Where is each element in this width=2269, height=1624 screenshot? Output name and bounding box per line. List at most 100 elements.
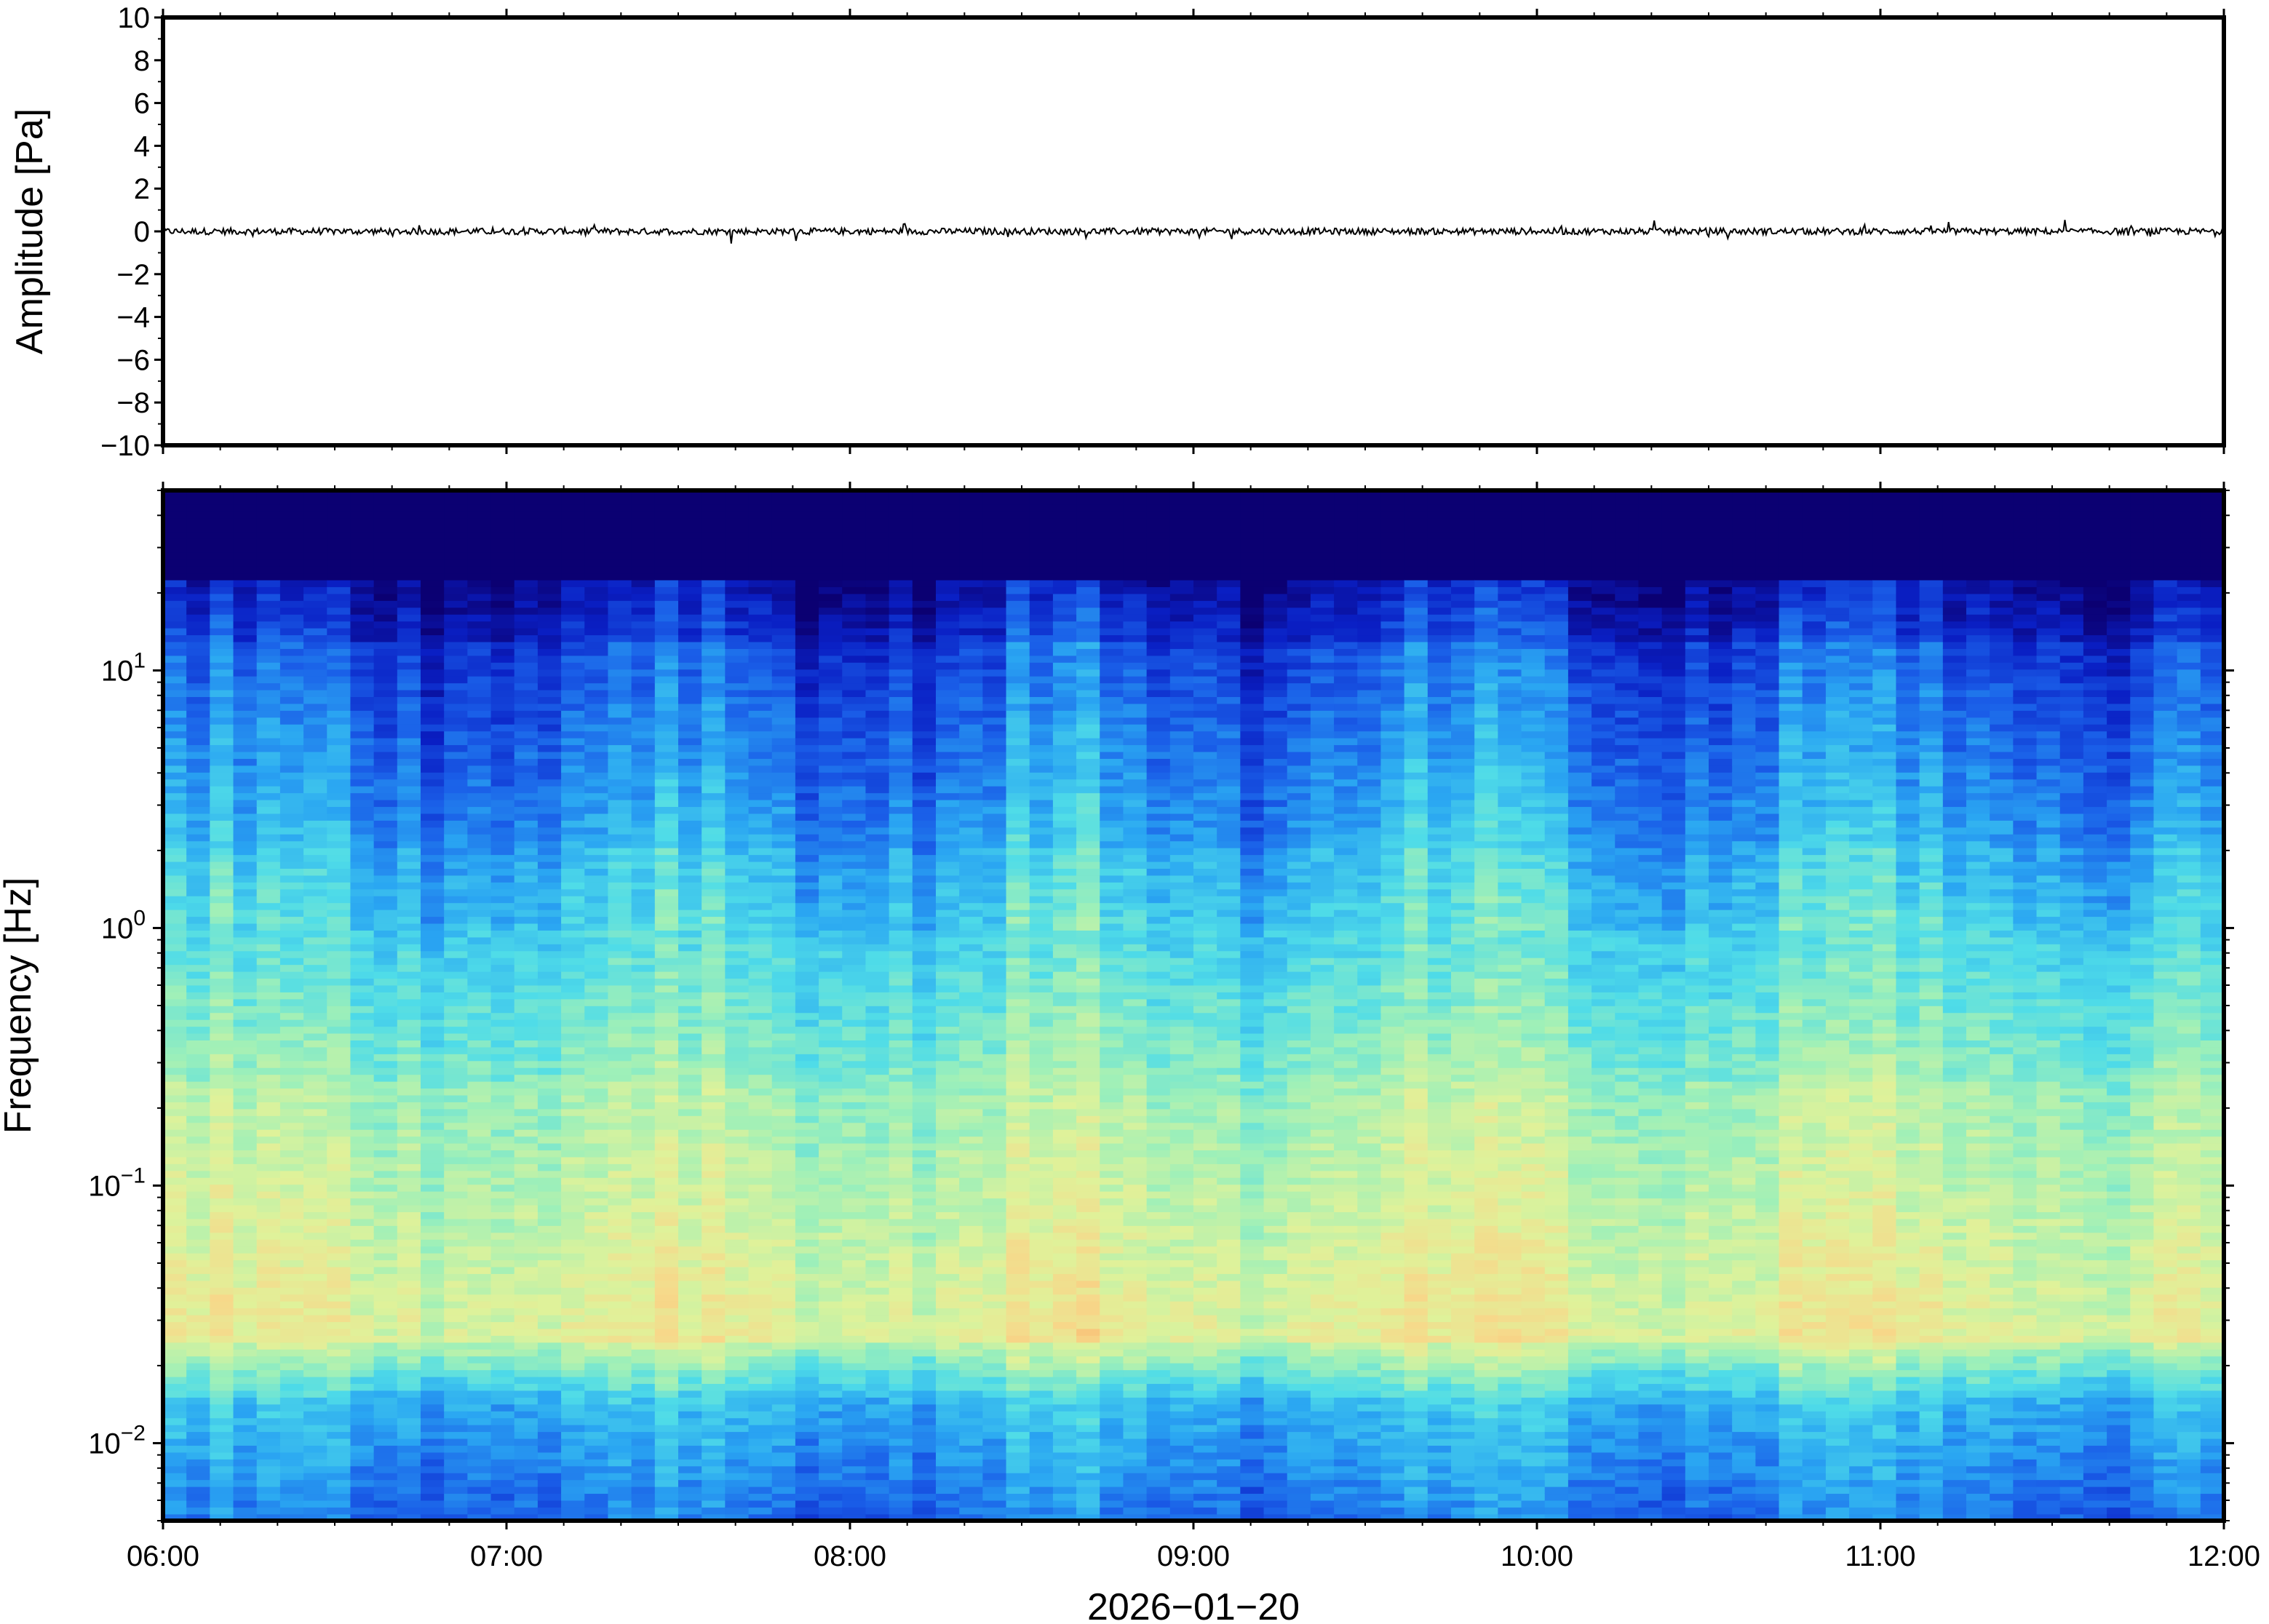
- spectrogram-cell: [186, 545, 211, 553]
- spectrogram-cell: [163, 1108, 187, 1116]
- spectrogram-cell: [327, 930, 351, 938]
- spectrogram-cell: [467, 964, 492, 972]
- spectrogram-cell: [725, 1238, 750, 1247]
- spectrogram-cell: [373, 573, 398, 581]
- spectrogram-cell: [233, 1252, 258, 1261]
- spectrogram-cell: [865, 957, 890, 966]
- spectrogram-cell: [350, 1424, 375, 1433]
- spectrogram-cell: [397, 1424, 421, 1433]
- spectrogram-cell: [350, 868, 375, 876]
- spectrogram-cell: [678, 827, 702, 835]
- spectrogram-cell: [163, 1088, 187, 1096]
- spectrogram-cell: [514, 538, 539, 546]
- spectrogram-cell: [327, 490, 351, 498]
- spectrogram-cell: [725, 1170, 750, 1178]
- spectrogram-cell: [303, 503, 328, 512]
- spectrogram-cell: [467, 1342, 492, 1350]
- spectrogram-cell: [163, 593, 187, 601]
- spectrogram-cell: [561, 552, 586, 560]
- spectrogram-cell: [561, 1417, 586, 1425]
- spectrogram-cell: [865, 1198, 890, 1206]
- spectrogram-cell: [327, 847, 351, 856]
- spectrogram-cell: [373, 916, 398, 924]
- spectrogram-cell: [163, 1513, 187, 1521]
- spectrogram-cell: [678, 1335, 702, 1343]
- spectrogram-cell: [771, 1362, 796, 1371]
- spectrogram-cell: [303, 511, 328, 519]
- spectrogram-cell: [631, 710, 656, 718]
- spectrogram-cell: [350, 1040, 375, 1048]
- spectrogram-cell: [163, 1177, 187, 1185]
- spectrogram-cell: [397, 1500, 421, 1508]
- spectrogram-cell: [421, 1108, 445, 1116]
- spectrogram-cell: [256, 1238, 281, 1247]
- spectrogram-cell: [748, 1369, 773, 1377]
- spectrogram-cell: [327, 1074, 351, 1082]
- spectrogram-cell: [467, 600, 492, 608]
- spectrogram-cell: [256, 531, 281, 539]
- spectrogram-cell: [795, 1424, 819, 1433]
- spectrogram-cell: [327, 1287, 351, 1295]
- spectrogram-cell: [865, 621, 890, 629]
- spectrogram-cell: [233, 1321, 258, 1329]
- spectrogram-cell: [163, 1129, 187, 1137]
- spectrogram-cell: [912, 1006, 937, 1014]
- spectrogram-cell: [490, 930, 515, 938]
- spectrogram-cell: [795, 1465, 819, 1473]
- spectrogram-cell: [561, 785, 586, 794]
- spectrogram-cell: [771, 1088, 796, 1096]
- spectrogram-cell: [350, 710, 375, 718]
- spectrogram-cell: [514, 868, 539, 876]
- spectrogram-cell: [327, 957, 351, 966]
- spectrogram-cell: [795, 689, 819, 697]
- spectrogram-cell: [584, 689, 609, 697]
- spectrogram-cell: [678, 1150, 702, 1158]
- spectrogram-cell: [256, 538, 281, 546]
- spectrogram-cell: [421, 992, 445, 1000]
- spectrogram-cell: [421, 1150, 445, 1158]
- spectrogram-cell: [584, 1465, 609, 1473]
- spectrogram-cell: [748, 731, 773, 739]
- spectrogram-cell: [397, 861, 421, 869]
- spectrogram-cell: [256, 923, 281, 931]
- spectrogram-cell: [373, 613, 398, 622]
- spectrogram-cell: [702, 854, 726, 862]
- spectrogram-cell: [725, 1424, 750, 1433]
- spectrogram-cell: [584, 792, 609, 800]
- spectrogram-cell: [373, 978, 398, 986]
- spectrogram-cell: [725, 868, 750, 876]
- spectrogram-cell: [233, 1259, 258, 1267]
- spectrogram-cell: [303, 895, 328, 904]
- spectrogram-cell: [186, 565, 211, 574]
- spectrogram-cell: [490, 1335, 515, 1343]
- spectrogram-cell: [584, 1252, 609, 1261]
- spectrogram-cell: [490, 1362, 515, 1371]
- spectrogram-cell: [397, 950, 421, 958]
- spectrogram-cell: [537, 600, 562, 608]
- spectrogram-cell: [186, 1190, 211, 1199]
- spectrogram-cell: [444, 758, 469, 766]
- spectrogram-cell: [397, 545, 421, 553]
- spectrogram-cell: [373, 820, 398, 828]
- spectrogram-cell: [233, 1006, 258, 1014]
- spectrogram-cell: [819, 1006, 843, 1014]
- spectrogram-cell: [233, 984, 258, 992]
- spectrogram-cell: [678, 517, 702, 525]
- spectrogram-cell: [421, 1156, 445, 1164]
- spectrogram-cell: [327, 1094, 351, 1102]
- spectrogram-cell: [842, 1452, 867, 1460]
- spectrogram-cell: [537, 936, 562, 944]
- spectrogram-cell: [327, 1493, 351, 1501]
- spectrogram-cell: [350, 490, 375, 498]
- spectrogram-cell: [210, 1204, 234, 1212]
- spectrogram-cell: [467, 1040, 492, 1048]
- spectrogram-cell: [373, 641, 398, 649]
- spectrogram-cell: [256, 1198, 281, 1206]
- spectrogram-cell: [865, 1280, 890, 1288]
- spectrogram-cell: [186, 799, 211, 808]
- spectrogram-cell: [327, 840, 351, 848]
- spectrogram-cell: [748, 552, 773, 560]
- spectrogram-cell: [678, 1410, 702, 1419]
- spectrogram-cell: [702, 1294, 726, 1302]
- spectrogram-cell: [186, 710, 211, 718]
